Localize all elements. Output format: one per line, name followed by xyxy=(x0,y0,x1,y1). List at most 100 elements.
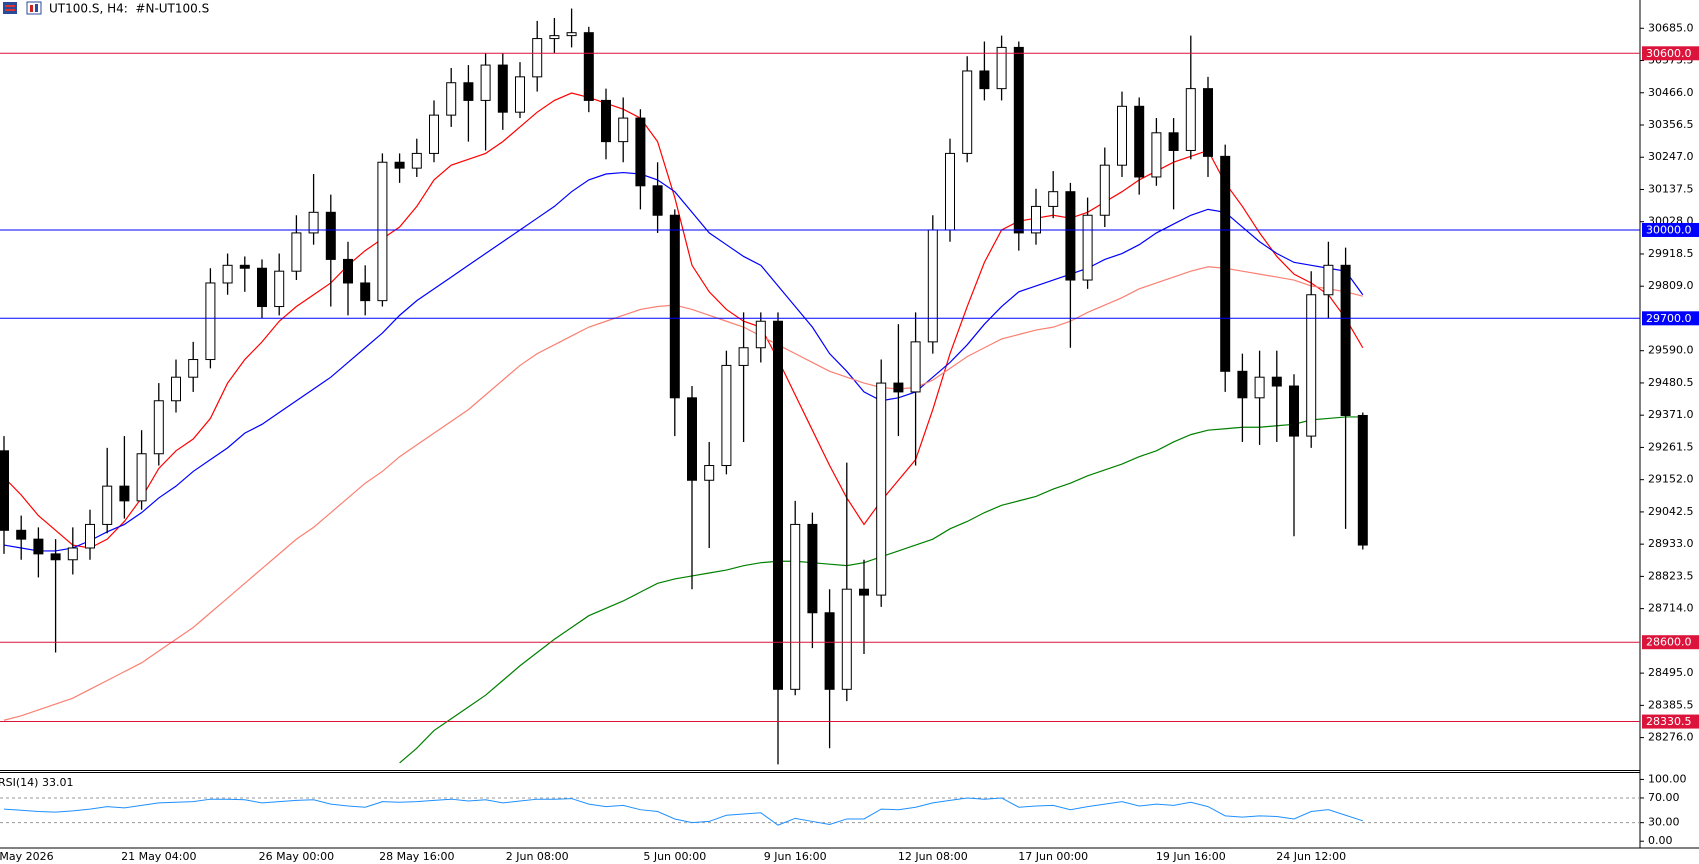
candle-body xyxy=(1185,88,1196,151)
price-level-label: 29700.0 xyxy=(1646,312,1692,325)
x-tick-label: 28 May 16:00 xyxy=(379,850,454,863)
candle-body xyxy=(1117,105,1127,166)
candle-body xyxy=(1048,191,1059,207)
candle-body xyxy=(16,529,27,540)
candle-body xyxy=(807,523,818,614)
candle-body xyxy=(996,46,1007,90)
candle-body xyxy=(893,382,904,393)
price-level-label: 28600.0 xyxy=(1646,636,1692,649)
candle-body xyxy=(171,376,181,402)
candle-body xyxy=(532,38,543,78)
candle-body xyxy=(927,229,938,343)
moving-average-line xyxy=(3,171,1364,552)
y-tick-label: 30466.0 xyxy=(1648,86,1694,99)
axes: 30685.030575.530466.030356.530247.030137… xyxy=(0,21,1699,863)
y-tick-label: 30685.0 xyxy=(1648,21,1694,34)
candle-body xyxy=(859,588,869,596)
y-tick-label: 0.00 xyxy=(1648,834,1673,847)
price-level-tag xyxy=(1642,635,1699,650)
y-tick-label: 28933.0 xyxy=(1648,537,1694,550)
y-tick-label: 30247.0 xyxy=(1648,150,1694,163)
y-tick-label: 28823.5 xyxy=(1648,569,1694,582)
icon xyxy=(26,1,42,15)
y-tick-label: 30.00 xyxy=(1648,816,1680,829)
candle-body xyxy=(549,35,560,40)
candle-body xyxy=(119,485,130,502)
y-tick-label: 28495.0 xyxy=(1648,666,1694,679)
candle-body xyxy=(50,553,61,561)
candle-body xyxy=(1340,264,1351,416)
candle-body xyxy=(1357,414,1368,546)
candle-body xyxy=(188,359,199,378)
moving-average-line xyxy=(3,92,1364,549)
candle-body xyxy=(1134,105,1145,178)
y-tick-label: 28385.5 xyxy=(1648,698,1694,711)
y-tick-label: 29590.0 xyxy=(1648,344,1694,357)
moving-average-line xyxy=(3,266,1363,721)
y-tick-label: 29042.5 xyxy=(1648,505,1694,518)
icon xyxy=(3,2,17,14)
y-tick-label: 28276.0 xyxy=(1648,731,1694,744)
candle-body xyxy=(205,282,216,361)
rsi-line xyxy=(3,797,1363,826)
x-tick-label: 2 Jun 08:00 xyxy=(506,850,569,863)
candle-body xyxy=(841,588,852,690)
candle-body xyxy=(945,152,955,231)
candle-body xyxy=(429,114,439,154)
x-tick-label: 24 Jun 12:00 xyxy=(1276,850,1346,863)
candle-body xyxy=(773,320,783,690)
candle-body xyxy=(824,612,835,690)
candle-body xyxy=(910,341,921,393)
price-level-tag xyxy=(1642,311,1699,326)
candle-body xyxy=(1271,376,1282,387)
candle-body xyxy=(463,82,474,101)
candle-body xyxy=(257,267,267,308)
candle-body xyxy=(583,32,594,101)
y-tick-label: 28714.0 xyxy=(1648,602,1694,615)
y-tick-label: 30356.5 xyxy=(1648,118,1694,131)
candle-body xyxy=(291,232,302,272)
price-level-label: 28330.5 xyxy=(1646,715,1692,728)
candle-body xyxy=(1220,155,1231,372)
candle-body xyxy=(601,99,611,143)
icon-stripe xyxy=(5,9,15,11)
candle-body xyxy=(136,453,147,502)
candle-body xyxy=(480,64,491,101)
candle-body xyxy=(1013,46,1024,234)
candle-body xyxy=(325,211,336,260)
candle-body xyxy=(669,214,680,399)
price-panel xyxy=(0,8,1640,765)
candle-body xyxy=(308,211,319,234)
candle-body xyxy=(274,270,285,308)
candle-body xyxy=(1151,132,1162,178)
candle-body xyxy=(652,185,663,216)
y-tick-label: 100.00 xyxy=(1648,772,1687,785)
candle-body xyxy=(566,32,577,37)
candle-body xyxy=(1099,164,1110,216)
candle-body xyxy=(515,76,525,113)
candle-body xyxy=(222,264,233,284)
candle-body xyxy=(1031,205,1041,234)
x-tick-label: 19 Jun 16:00 xyxy=(1156,850,1226,863)
price-level-label: 30600.0 xyxy=(1646,47,1692,60)
candle-body xyxy=(721,364,732,467)
x-tick-label: 17 Jun 00:00 xyxy=(1018,850,1088,863)
icon-stripe xyxy=(5,5,15,7)
indicator-label: RSI(14) 33.01 xyxy=(0,776,73,789)
icon-bar xyxy=(35,4,38,12)
candle-body xyxy=(1323,264,1334,296)
y-tick-label: 29918.5 xyxy=(1648,247,1694,260)
candle-body xyxy=(635,117,646,187)
candle-body xyxy=(962,70,973,154)
candle-body xyxy=(497,64,508,113)
candle-body xyxy=(687,397,697,481)
candle-body xyxy=(0,450,9,531)
candle-body xyxy=(360,282,371,302)
x-tick-label: 21 May 04:00 xyxy=(121,850,196,863)
y-tick-label: 29371.0 xyxy=(1648,408,1694,421)
candle-body xyxy=(343,258,353,284)
candle-body xyxy=(394,161,405,169)
candle-body xyxy=(1254,376,1265,399)
